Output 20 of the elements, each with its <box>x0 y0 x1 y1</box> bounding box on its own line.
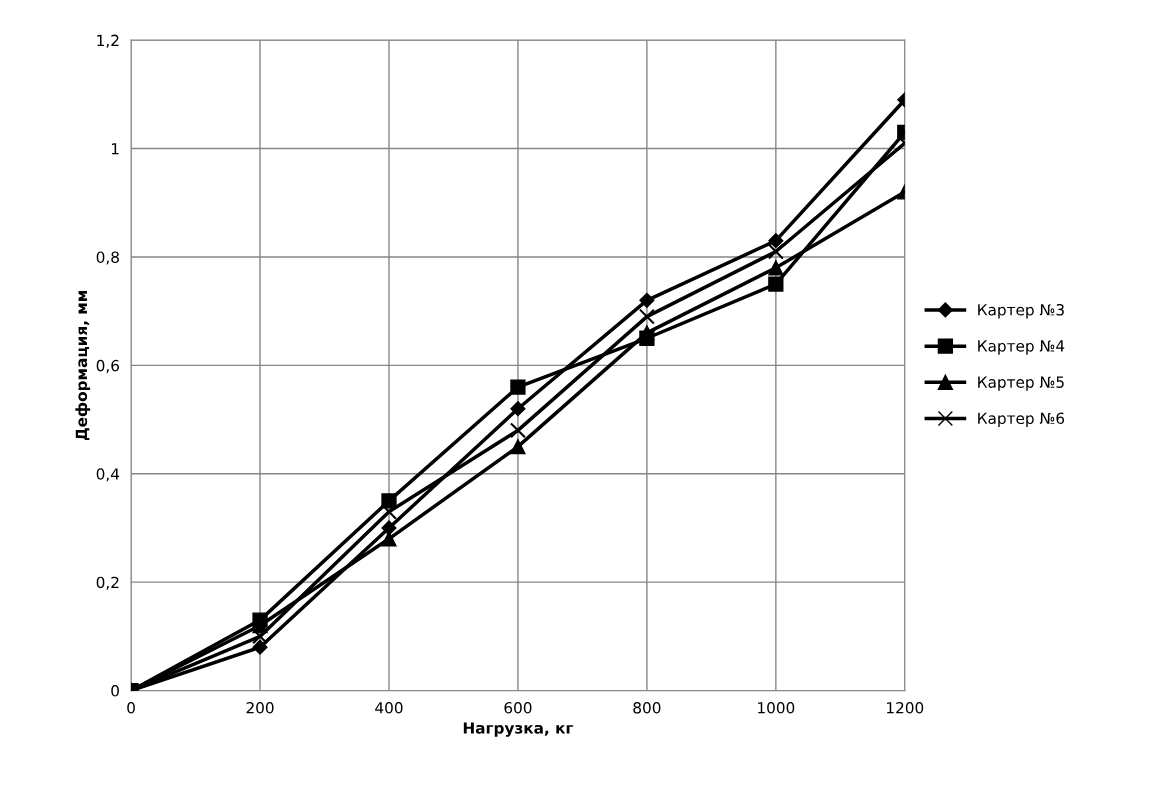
y-tick-label: 0 <box>111 685 119 697</box>
x-axis-title: Нагрузка, кг <box>463 722 574 737</box>
x-tick-label: 1000 <box>758 701 795 714</box>
y-tick-label: 1,2 <box>97 34 119 48</box>
y-tick-label: 0,2 <box>96 576 119 590</box>
legend-label: Картер №6 <box>978 412 1065 428</box>
legend-label: Картер №3 <box>978 303 1064 319</box>
x-tick-label: 400 <box>375 701 403 714</box>
y-tick-label: 0,6 <box>96 359 120 373</box>
y-tick-label: 0,4 <box>96 468 120 482</box>
legend-label: Картер №4 <box>978 340 1065 355</box>
y-tick-label: 1 <box>111 143 119 155</box>
x-tick-label: 600 <box>504 701 532 714</box>
x-tick-label: 1200 <box>887 701 924 714</box>
legend-label: Картер №5 <box>978 376 1064 391</box>
x-tick-label: 800 <box>633 701 661 714</box>
x-tick-label: 0 <box>127 701 135 714</box>
y-axis-title: Деформация, мм <box>75 291 91 441</box>
x-tick-label: 200 <box>246 701 274 714</box>
y-tick-label: 0,8 <box>96 251 119 265</box>
